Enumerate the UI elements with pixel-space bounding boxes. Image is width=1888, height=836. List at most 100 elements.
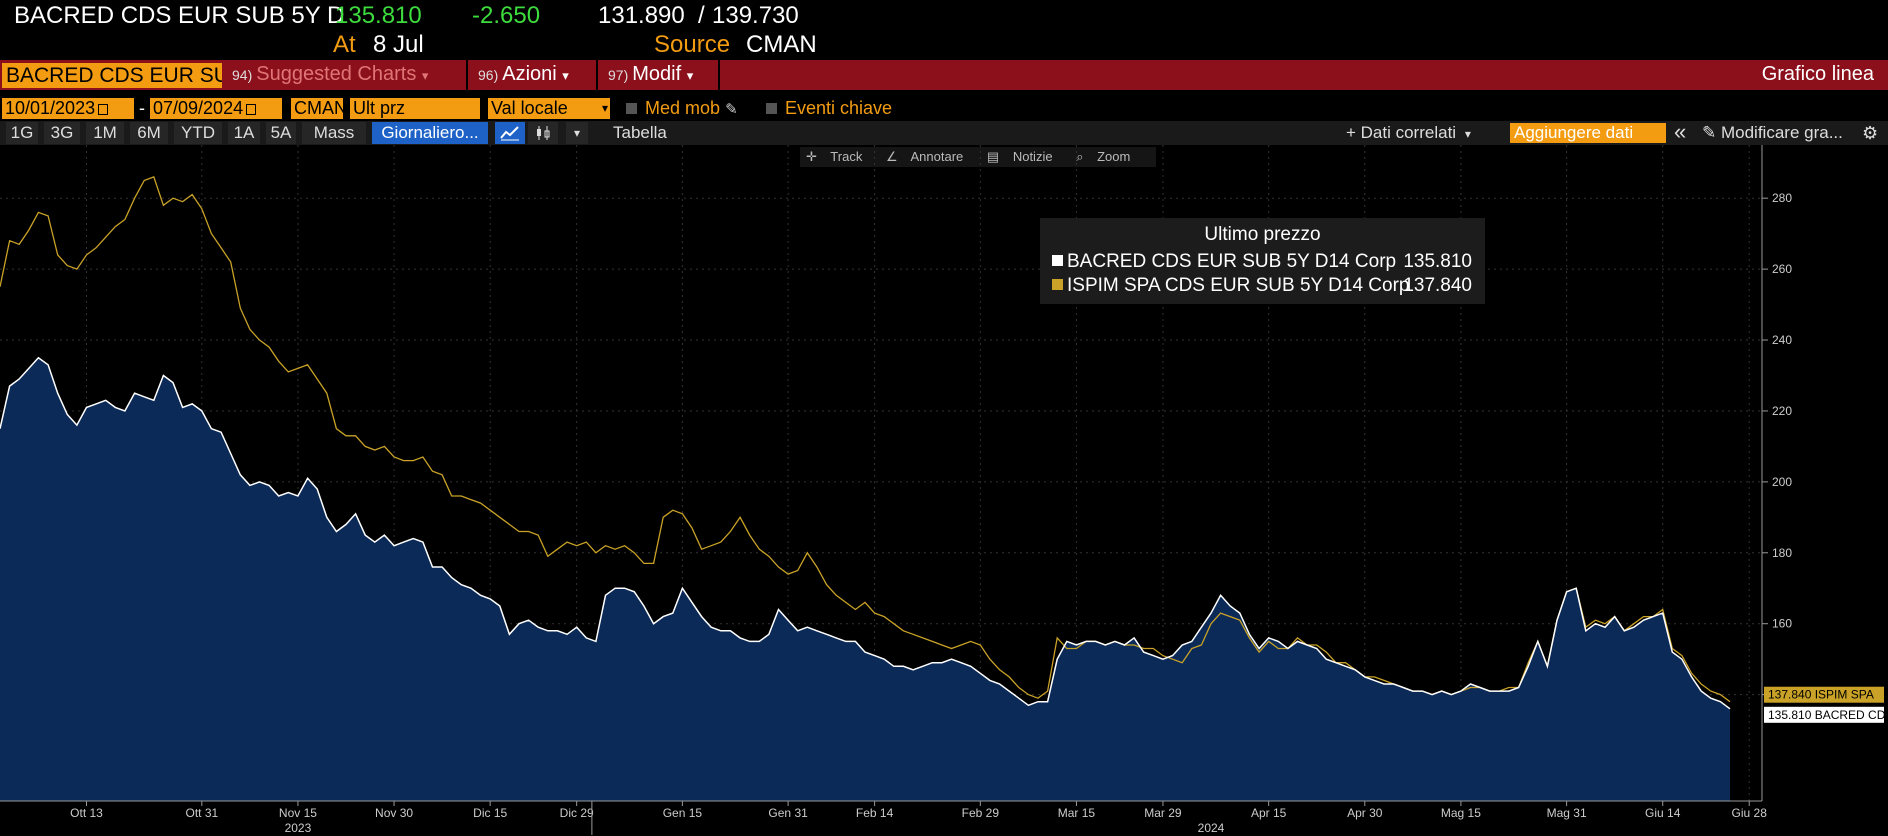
key-events-toggle[interactable]: Eventi chiave xyxy=(766,98,892,119)
add-data-input[interactable]: Aggiungere dati xyxy=(1510,123,1666,143)
range-button-1a[interactable]: 1A xyxy=(228,122,260,144)
x-tick-label: Giu 28 xyxy=(1732,806,1768,820)
x-tick-label: Nov 15 xyxy=(279,806,317,820)
related-data-menu[interactable]: + Dati correlati ▾ xyxy=(1346,122,1471,144)
date-from-value: 10/01/2023 xyxy=(5,98,96,118)
zoom-tool[interactable]: ⌕ Zoom xyxy=(1076,149,1140,164)
range-button-mass[interactable]: Mass xyxy=(302,122,366,144)
checkbox-icon[interactable] xyxy=(766,103,777,114)
calendar-icon[interactable] xyxy=(98,104,109,115)
quote-header: BACRED CDS EUR SUB 5Y D 135.810 -2.650 1… xyxy=(0,0,1888,60)
x-tick-label: Giu 14 xyxy=(1645,806,1681,820)
date-separator: - xyxy=(139,98,145,118)
range-bar: 1G 3G 1M 6M YTD 1A 5A Mass Giornaliero... ▾ Tab… xyxy=(0,121,1888,145)
collapse-button[interactable]: « xyxy=(1674,119,1687,144)
ticker-input[interactable]: BACRED CDS EUR SU xyxy=(2,63,222,88)
news-icon: ▤ xyxy=(986,149,1000,164)
calendar-icon[interactable] xyxy=(246,104,257,115)
zoom-icon: ⌕ xyxy=(1076,149,1084,164)
y-tick-label: 200 xyxy=(1772,475,1792,489)
divider xyxy=(718,60,720,90)
azioni-label: Azioni xyxy=(502,63,557,85)
currency-selector[interactable]: Val locale ▾ xyxy=(488,98,610,119)
last-value-tag-bg xyxy=(1764,706,1884,723)
range-button-1m[interactable]: 1M xyxy=(86,122,124,144)
track-label: Track xyxy=(830,149,863,164)
x-tick-label: Nov 30 xyxy=(375,806,413,820)
source-label: Source xyxy=(654,31,731,58)
settings-gear-icon[interactable]: ⚙ xyxy=(1862,123,1879,143)
zoom-label: Zoom xyxy=(1097,149,1131,164)
line-chart-icon[interactable] xyxy=(495,122,525,144)
candlestick-icon[interactable] xyxy=(528,122,558,144)
azioni-number: 96) xyxy=(478,67,499,83)
x-tick-label: Ott 13 xyxy=(70,806,103,820)
modif-menu[interactable]: 97) Modif ▾ xyxy=(604,62,697,88)
series-line-bacred[interactable] xyxy=(0,356,1731,710)
range-button-1g[interactable]: 1G xyxy=(6,122,38,144)
security-ticker: BACRED CDS EUR SUB 5Y D xyxy=(14,2,345,29)
checkbox-icon[interactable] xyxy=(626,103,637,114)
legend-title: Ultimo prezzo xyxy=(1204,224,1321,245)
pencil-icon[interactable]: ✎ xyxy=(725,101,738,118)
legend-entry-bacred: BACRED CDS EUR SUB 5Y D14 Corp 135.810 xyxy=(1052,251,1472,273)
range-button-ytd[interactable]: YTD xyxy=(174,122,222,144)
table-button[interactable]: Tabella xyxy=(613,123,667,142)
frequency-selector[interactable]: Giornaliero... xyxy=(372,122,488,144)
range-button-5a[interactable]: 5A xyxy=(266,122,296,144)
x-tick-label: Feb 14 xyxy=(856,806,894,820)
y-tick-label: 180 xyxy=(1772,546,1792,560)
news-label: Notizie xyxy=(1012,149,1053,164)
date-to-value: 07/09/2024 xyxy=(153,98,244,118)
day-low: 131.890 xyxy=(598,2,685,29)
field-selector[interactable]: Ult prz xyxy=(350,98,480,119)
x-tick-label: Mag 15 xyxy=(1441,806,1481,820)
news-tool[interactable]: ▤ Notizie xyxy=(987,149,1063,164)
series-area-bacred xyxy=(0,357,1730,801)
annotate-icon: ∠ xyxy=(885,149,898,164)
x-tick-label: Apr 15 xyxy=(1251,806,1287,820)
y-tick-label: 280 xyxy=(1772,191,1792,205)
x-tick-label: Feb 29 xyxy=(962,806,1000,820)
last-price: 135.810 xyxy=(335,2,422,29)
source-value: CMAN xyxy=(746,31,817,58)
modif-number: 97) xyxy=(608,67,629,83)
edit-chart-button[interactable]: ✎ Modificare gra... xyxy=(1702,122,1843,144)
moving-average-toggle[interactable]: Med mob ✎ xyxy=(626,98,738,120)
x-tick-label: Ott 31 xyxy=(185,806,218,820)
year-label: 2024 xyxy=(1198,821,1225,835)
azioni-menu[interactable]: 96) Azioni ▾ xyxy=(474,62,573,88)
y-tick-label: 260 xyxy=(1772,262,1792,276)
source-field[interactable]: CMAN xyxy=(291,98,347,119)
last-value-tag-bg xyxy=(1764,686,1884,703)
divider xyxy=(596,60,598,90)
track-tool[interactable]: ✛ Track xyxy=(806,149,872,164)
modif-label: Modif xyxy=(632,63,682,85)
suggested-charts-menu[interactable]: 94) Suggested Charts ▾ xyxy=(228,62,432,88)
crosshair-icon: ✛ xyxy=(806,149,817,164)
chevron-down-icon: ▾ xyxy=(686,68,694,83)
legend-swatch xyxy=(1052,279,1063,290)
chart-controls: 10/01/2023 - 07/09/2024 CMAN Ult prz Val… xyxy=(0,96,1888,120)
range-button-6m[interactable]: 6M xyxy=(130,122,168,144)
x-tick-label: Mar 15 xyxy=(1058,806,1096,820)
x-tick-label: Gen 15 xyxy=(663,806,703,820)
at-label: At xyxy=(333,31,356,58)
chart-type-label[interactable]: Grafico linea xyxy=(1761,63,1874,85)
x-tick-label: Mag 31 xyxy=(1547,806,1587,820)
annotate-tool[interactable]: ∠ Annotare xyxy=(886,149,973,164)
suggested-charts-label: Suggested Charts xyxy=(256,63,417,85)
date-to-field[interactable]: 07/09/2024 xyxy=(150,98,282,119)
chart-style-dropdown[interactable]: ▾ xyxy=(566,122,588,144)
year-label: 2023 xyxy=(285,821,312,835)
date-from-field[interactable]: 10/01/2023 xyxy=(2,98,134,119)
key-events-label: Eventi chiave xyxy=(785,98,893,118)
x-tick-label: Gen 31 xyxy=(768,806,808,820)
range-button-3g[interactable]: 3G xyxy=(44,122,80,144)
y-tick-label: 160 xyxy=(1772,617,1792,631)
chart-legend: Ultimo prezzo BACRED CDS EUR SUB 5Y D14 … xyxy=(1040,218,1485,304)
legend-series-name: BACRED CDS EUR SUB 5Y D14 Corp xyxy=(1067,251,1397,272)
x-tick-label: Dic 29 xyxy=(560,806,594,820)
chevron-down-icon: ▾ xyxy=(1464,127,1471,141)
